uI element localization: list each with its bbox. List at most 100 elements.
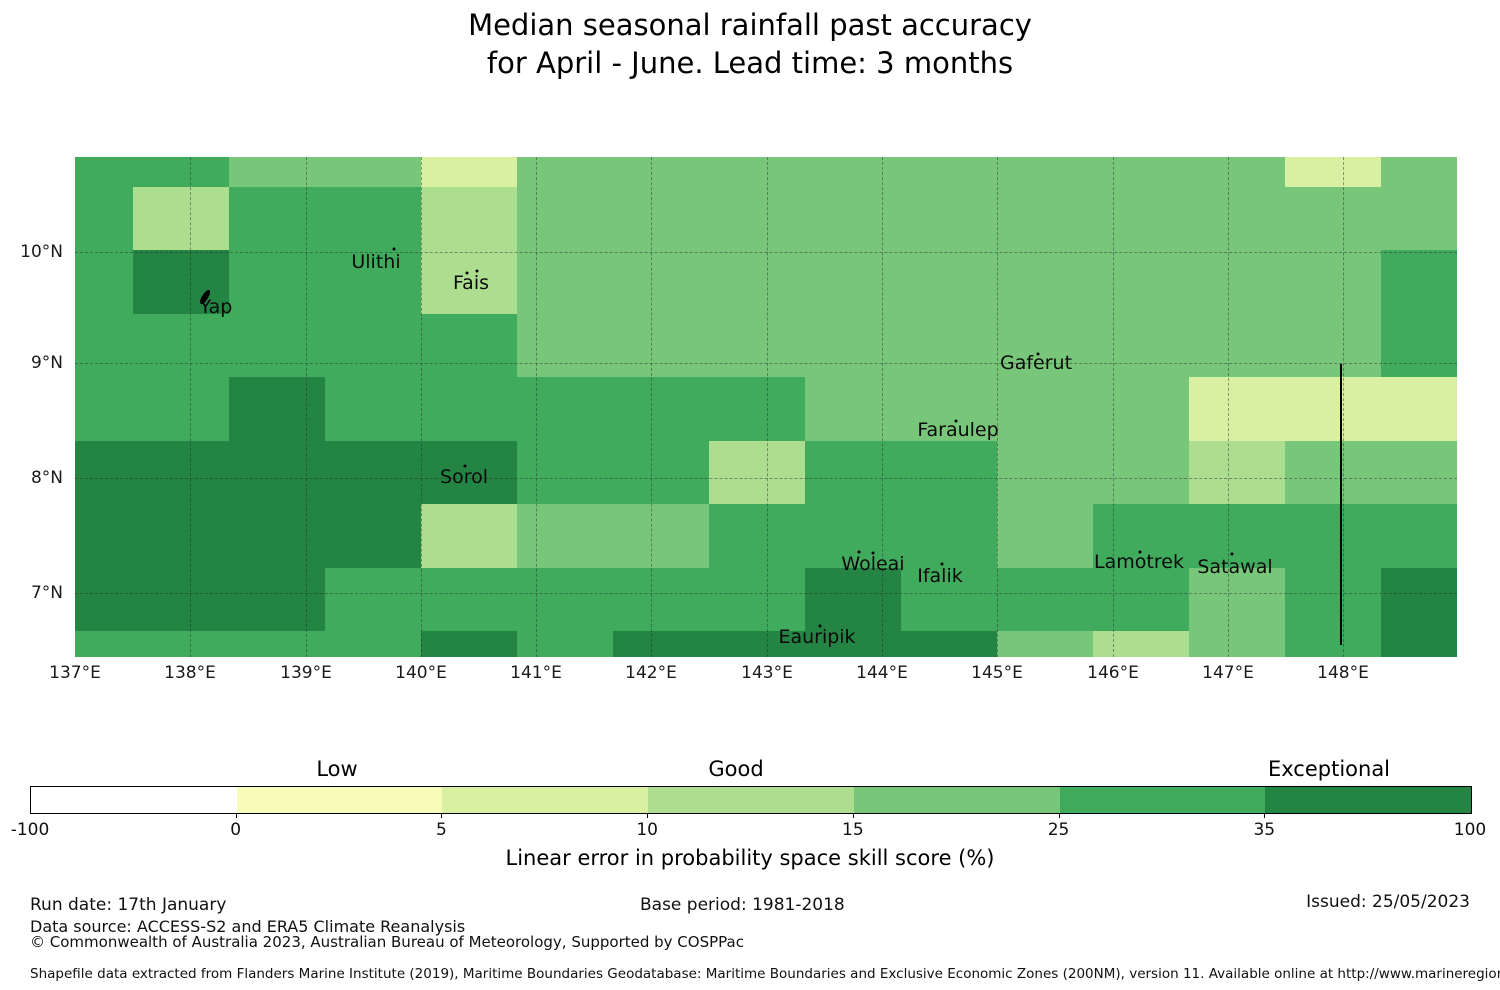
x-tick-label: 139°E xyxy=(280,663,332,683)
map-cell xyxy=(1093,377,1190,442)
island-label: Sorol xyxy=(440,466,488,488)
meridian-gridline xyxy=(997,157,998,657)
map-cell xyxy=(1189,157,1286,188)
map-cell xyxy=(75,631,134,657)
map-cell xyxy=(1093,631,1190,657)
map-cell xyxy=(517,314,614,378)
island-marker-icon xyxy=(1138,550,1142,554)
map-cell xyxy=(901,157,998,188)
map-cell xyxy=(421,441,518,505)
map-cell xyxy=(75,157,134,188)
colorbar-tick xyxy=(647,813,649,818)
map-cell xyxy=(1381,314,1457,378)
map-cell xyxy=(421,504,518,569)
colorbar-segment xyxy=(1265,787,1472,813)
map-cell xyxy=(75,504,134,569)
map-cell xyxy=(133,157,230,188)
copyright-text: © Commonwealth of Australia 2023, Austra… xyxy=(30,933,744,951)
map-cell xyxy=(325,441,422,505)
map-cell xyxy=(997,441,1094,505)
map-cell xyxy=(805,314,902,378)
shapefile-note-text: Shapefile data extracted from Flanders M… xyxy=(30,966,1500,982)
colorbar-tick-label: 35 xyxy=(1253,820,1276,840)
map-cell xyxy=(1285,187,1382,251)
colorbar-axis-label: Linear error in probability space skill … xyxy=(505,846,995,870)
map-cell xyxy=(133,631,230,657)
colorbar-tick xyxy=(852,813,854,818)
map-cell xyxy=(421,314,518,378)
map-cell xyxy=(229,314,326,378)
island-label: Fais xyxy=(452,272,490,294)
x-tick-label: 141°E xyxy=(510,663,562,683)
colorbar-segment xyxy=(648,787,854,813)
map-cell xyxy=(133,314,230,378)
map-cell xyxy=(1285,631,1382,657)
y-tick-label: 7°N xyxy=(30,583,63,603)
map-cell xyxy=(901,314,998,378)
map-cell xyxy=(229,250,326,315)
map-cell xyxy=(1381,568,1457,632)
map-cell xyxy=(421,187,518,251)
island-marker-icon xyxy=(818,624,822,628)
x-tick-label: 147°E xyxy=(1202,663,1254,683)
chart-title-line1: Median seasonal rainfall past accuracy xyxy=(468,8,1032,42)
map-cell xyxy=(997,377,1094,442)
island-label: Faraulep xyxy=(917,419,999,441)
issued-date-text: Issued: 25/05/2023 xyxy=(1306,892,1470,912)
map-cell xyxy=(1381,441,1457,505)
map-cell xyxy=(613,377,710,442)
x-tick-label: 144°E xyxy=(856,663,908,683)
map-cell xyxy=(997,314,1094,378)
meridian-gridline xyxy=(882,157,883,657)
map-cell xyxy=(325,568,422,632)
map-cell xyxy=(709,157,806,188)
colorbar-segment xyxy=(236,787,443,813)
map-cell xyxy=(325,504,422,569)
map-cell xyxy=(421,377,518,442)
map-cell xyxy=(1381,187,1457,251)
map-cell xyxy=(1189,631,1286,657)
map-cell xyxy=(325,187,422,251)
parallel-gridline xyxy=(75,252,1457,253)
map-cell xyxy=(1189,314,1286,378)
map-cell xyxy=(1285,441,1382,505)
colorbar-segment xyxy=(31,787,237,813)
map-cell xyxy=(517,157,614,188)
colorbar-tick-label: 15 xyxy=(842,820,864,840)
map-cell xyxy=(325,377,422,442)
map-cell xyxy=(613,250,710,315)
map-cell xyxy=(133,568,230,632)
colorbar-tick xyxy=(1058,813,1060,818)
map-cell xyxy=(229,568,326,632)
meridian-gridline xyxy=(421,157,422,657)
map-cell xyxy=(229,504,326,569)
map-cell xyxy=(325,314,422,378)
meridian-gridline xyxy=(767,157,768,657)
map-cell xyxy=(133,504,230,569)
colorbar-tick-label: 0 xyxy=(230,820,242,840)
map-cell xyxy=(613,504,710,569)
map-cell xyxy=(517,250,614,315)
map-cell xyxy=(1093,250,1190,315)
map-cell xyxy=(901,250,998,315)
x-tick-label: 143°E xyxy=(741,663,793,683)
map-cell xyxy=(517,568,614,632)
map-cell xyxy=(997,568,1094,632)
meridian-gridline xyxy=(536,157,537,657)
island-marker-icon xyxy=(465,271,469,275)
island-marker-icon xyxy=(940,562,944,566)
island-label: Ulithi xyxy=(351,251,401,273)
map-cell xyxy=(997,631,1094,657)
map-cell xyxy=(805,631,902,657)
map-cell xyxy=(75,250,134,315)
island-label: Satawal xyxy=(1197,556,1273,578)
map-cell xyxy=(1285,377,1382,442)
map-cell xyxy=(1285,504,1382,569)
island-label: Gaferut xyxy=(999,352,1073,374)
eez-boundary-line xyxy=(1340,364,1342,645)
parallel-gridline xyxy=(75,478,1457,479)
chart-title-line2: for April - June. Lead time: 3 months xyxy=(486,46,1014,80)
base-period-text: Base period: 1981-2018 xyxy=(640,895,845,915)
map-cell xyxy=(997,504,1094,569)
map-cell xyxy=(709,504,806,569)
